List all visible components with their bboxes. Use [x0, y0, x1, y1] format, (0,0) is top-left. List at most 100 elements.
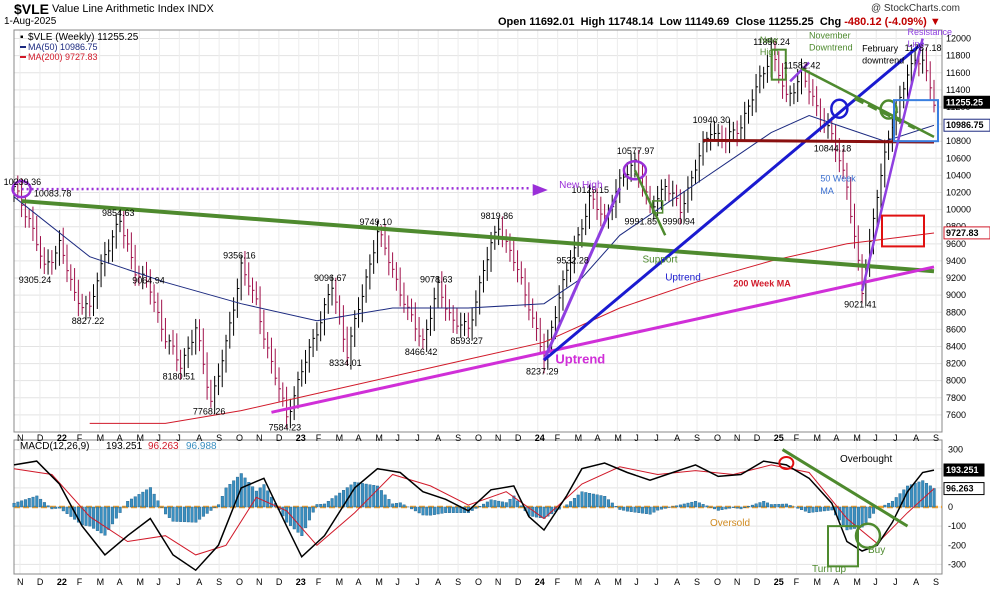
x-tick-label-top: J: [893, 433, 898, 443]
price-tick-label: 8600: [946, 324, 966, 334]
macd-histogram-bar: [258, 487, 262, 508]
price-tick-label: 8400: [946, 341, 966, 351]
price-data-label: 11582.42: [783, 60, 820, 70]
macd-histogram-bar: [622, 506, 626, 511]
price-tick-label: 11600: [946, 68, 970, 78]
macd-histogram-bar: [576, 494, 580, 508]
macd-axis-marker-box: [943, 463, 985, 477]
macd-histogram-bar: [338, 492, 342, 508]
macd-histogram-bar: [364, 483, 368, 508]
macd-histogram-bar: [394, 503, 398, 508]
x-tick-label-top: M: [97, 433, 105, 443]
macd-histogram-bar: [243, 477, 247, 508]
macd-histogram-bar: [754, 503, 758, 508]
legend-price-swatch: ▪: [20, 32, 24, 43]
x-tick-label-top: F: [555, 433, 561, 443]
price-tick-label: 10000: [946, 205, 971, 215]
macd-histogram-bar: [141, 491, 145, 508]
dotted-high-line: [21, 186, 529, 191]
x-tick-label-top: F: [316, 433, 322, 443]
macd-histogram-bar: [379, 490, 383, 508]
macd-histogram-bar: [485, 501, 489, 508]
macd-histogram-bar: [928, 485, 932, 508]
macd-histogram-bar: [152, 493, 156, 508]
macd-histogram-bar: [474, 506, 478, 509]
macd-histogram-bar: [99, 506, 103, 534]
price-tick-label: 10800: [946, 136, 971, 146]
macd-histogram-bar: [512, 495, 516, 508]
x-tick-label-top: S: [216, 433, 222, 443]
macd-histogram-bar: [391, 503, 395, 508]
macd-histogram-bar: [35, 495, 39, 508]
macd-histogram-bar: [720, 506, 724, 510]
macd-histogram-bar: [614, 506, 618, 508]
macd-histogram-bar: [12, 502, 16, 508]
x-tick-label-top: F: [794, 433, 800, 443]
x-tick-label-bottom: 23: [296, 577, 306, 587]
macd-histogram-bar: [750, 504, 754, 508]
annotation-oversold: Oversold: [710, 518, 750, 529]
macd-histogram-bar: [69, 506, 73, 517]
price-data-label: 8180.51: [163, 371, 196, 381]
macd-histogram-bar: [906, 485, 910, 508]
macd-histogram-bar: [489, 499, 493, 508]
price-data-label: 7584.23: [269, 422, 302, 432]
axis-marker-label: 10986.75: [946, 120, 984, 130]
macd-histogram-bar: [372, 485, 376, 508]
macd-histogram-bar: [803, 506, 807, 512]
macd-histogram-bar: [23, 499, 27, 508]
x-tick-label-top: A: [435, 433, 441, 443]
legend-ma50: MA(50) 10986.75: [28, 42, 98, 52]
macd-histogram-bar: [300, 506, 304, 536]
macd-histogram-bar: [641, 506, 645, 514]
macd-histogram-bar: [27, 498, 31, 508]
x-tick-label-bottom: M: [614, 577, 622, 587]
macd-histogram-bar: [572, 497, 576, 508]
macd-histogram-bar: [213, 506, 217, 508]
macd-histogram-bar: [826, 506, 830, 511]
macd-histogram-bar: [822, 506, 826, 512]
x-tick-label-top: M: [614, 433, 622, 443]
macd-histogram-bar: [266, 490, 270, 508]
price-data-label: 9819.86: [481, 211, 514, 221]
macd-histogram-bar: [538, 506, 542, 519]
price-series: [12, 37, 942, 572]
macd-histogram-bar: [909, 484, 913, 508]
x-tick-label-bottom: 25: [774, 577, 784, 587]
x-tick-label-top: D: [276, 433, 283, 443]
axis-marker-box: [943, 118, 990, 132]
macd-histogram-bar: [156, 500, 160, 508]
macd-histogram-bar: [478, 506, 482, 508]
annotation-buy: Buy: [868, 545, 885, 556]
x-tick-label-bottom: F: [794, 577, 800, 587]
macd-signal-line: [13, 464, 935, 556]
macd-histogram-bar: [251, 486, 255, 508]
x-tick-label-bottom: N: [17, 577, 24, 587]
macd-histogram-bar: [167, 506, 171, 518]
x-tick-label-top: F: [77, 433, 83, 443]
macd-histogram-bar: [54, 506, 58, 509]
x-tick-label-top: D: [515, 433, 522, 443]
macd-histogram-bar: [667, 506, 671, 508]
x-tick-label-bottom: J: [176, 577, 181, 587]
chart-labels: 10239.36 10083.78 9305.24 8827.22 9854.63 906…: [4, 27, 952, 575]
macd-histogram-bar: [383, 494, 387, 508]
macd-histogram-bar: [766, 502, 770, 508]
macd-histogram-bar: [777, 503, 781, 508]
price-data-label: 9064.94: [132, 276, 165, 286]
macd-histogram-bar: [444, 506, 448, 513]
x-tick-label-bottom: A: [674, 577, 680, 587]
macd-tick-label: 300: [948, 445, 963, 455]
x-tick-label-bottom: D: [276, 577, 283, 587]
macd-histogram-bar: [731, 506, 735, 508]
february-downtrend-line: [853, 97, 916, 130]
x-tick-label-top: 22: [57, 433, 67, 443]
annotation-resistance: Resistance: [907, 27, 952, 37]
x-tick-label-bottom: O: [714, 577, 721, 587]
macd-tick-label: -100: [948, 521, 966, 531]
annotation-february-b: downtrend: [862, 55, 904, 65]
x-tick-label-bottom: 24: [535, 577, 545, 587]
macd-histogram-bar: [440, 506, 444, 514]
annotation-50-week-ma: MA: [820, 186, 834, 196]
macd-axis-marker-label: 96.263: [946, 484, 974, 494]
